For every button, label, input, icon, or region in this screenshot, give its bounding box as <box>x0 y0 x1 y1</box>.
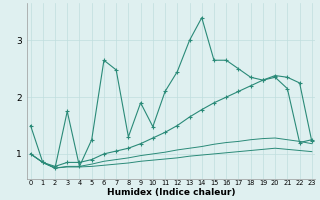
X-axis label: Humidex (Indice chaleur): Humidex (Indice chaleur) <box>107 188 236 197</box>
